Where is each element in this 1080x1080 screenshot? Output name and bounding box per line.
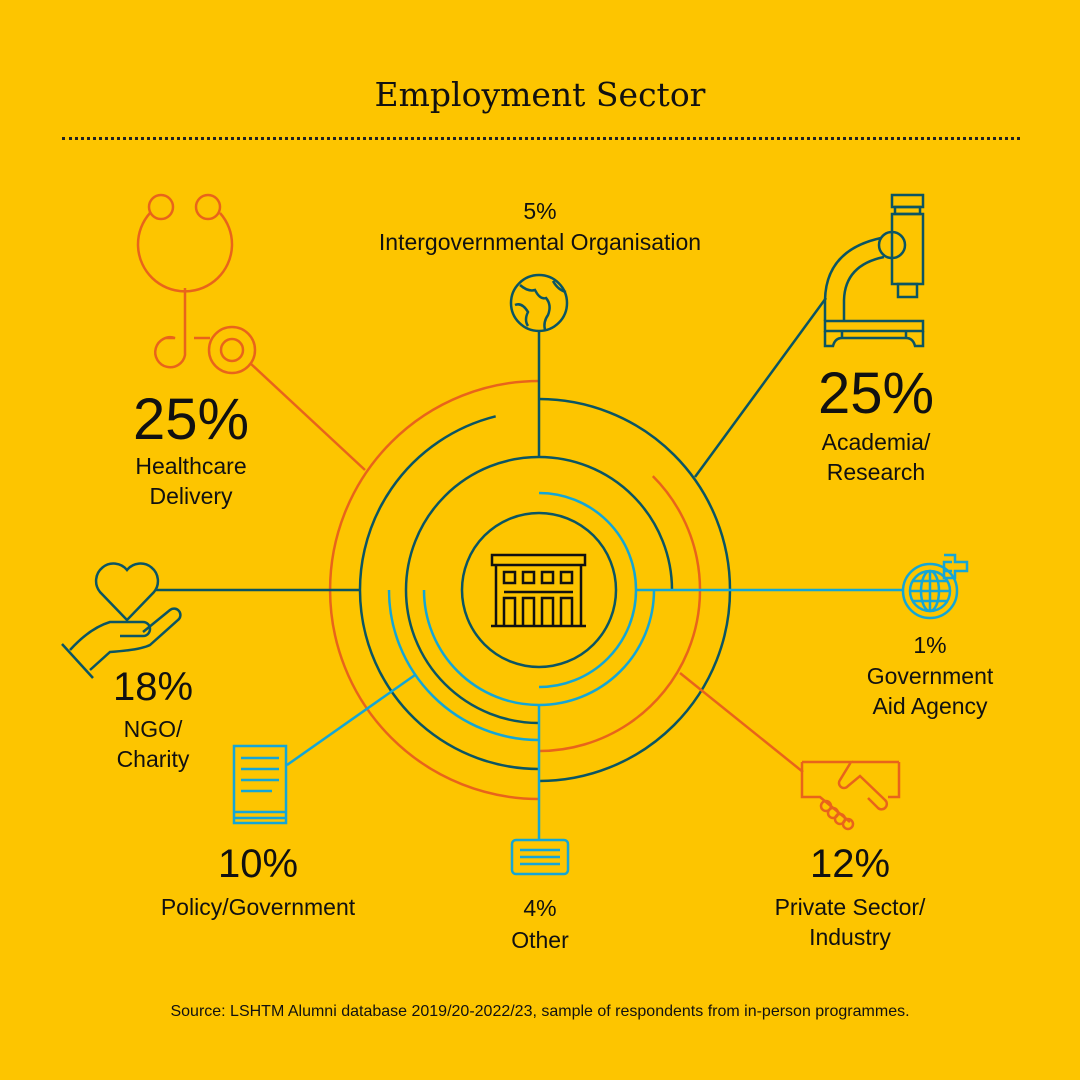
stethoscope-icon: [136, 193, 257, 375]
link-private: [679, 672, 804, 773]
panel-icon: [510, 838, 570, 876]
private-label-2: Industry: [809, 924, 891, 950]
title-divider: [62, 137, 1020, 140]
academia-pct: 25%: [817, 361, 935, 426]
aid-pct: 1%: [913, 632, 947, 658]
document-icon: [232, 744, 288, 825]
healthcare-label-2: Delivery: [149, 483, 233, 509]
healthcare-label-1: Healthcare: [135, 453, 247, 479]
policy-label: Policy/Government: [160, 894, 356, 920]
arc-private: [538, 475, 702, 753]
academia-label-1: Academia/: [821, 429, 931, 455]
policy-pct: 10%: [217, 842, 299, 886]
page-title: Employment Sector: [374, 75, 706, 114]
aid-label-1: Government: [866, 663, 994, 689]
globe-icon: [509, 273, 569, 333]
source-note: Source: LSHTM Alumni database 2019/20-20…: [170, 1003, 910, 1020]
arc-inner-ring: [460, 511, 618, 669]
aid-label-2: Aid Agency: [872, 693, 988, 719]
intergov-label: Intergovernmental Organisation: [378, 229, 702, 255]
arc-aid: [538, 491, 638, 689]
private-label-1: Private Sector/: [774, 894, 926, 920]
arc-policy: [387, 589, 540, 742]
microscope-icon: [823, 193, 925, 348]
healthcare-pct: 25%: [132, 387, 250, 452]
ngo-label-1: NGO/: [123, 716, 183, 742]
intergov-pct: 5%: [523, 198, 557, 224]
arc-ngo: [358, 415, 540, 771]
ngo-label-2: Charity: [116, 746, 190, 772]
ngo-pct: 18%: [112, 665, 194, 709]
academia-label-2: Research: [826, 459, 926, 485]
building-icon: [490, 553, 587, 628]
link-academia: [693, 297, 828, 478]
link-policy: [286, 673, 416, 767]
handshake-icon: [800, 760, 901, 831]
arc-other: [422, 589, 656, 707]
other-pct: 4%: [523, 895, 557, 921]
other-label: Other: [511, 927, 569, 953]
globe-plus-icon: [901, 553, 969, 620]
private-pct: 12%: [809, 842, 891, 886]
arc-intergov: [404, 455, 674, 725]
heart-hand-icon: [61, 562, 182, 679]
link-healthcare: [249, 362, 366, 471]
